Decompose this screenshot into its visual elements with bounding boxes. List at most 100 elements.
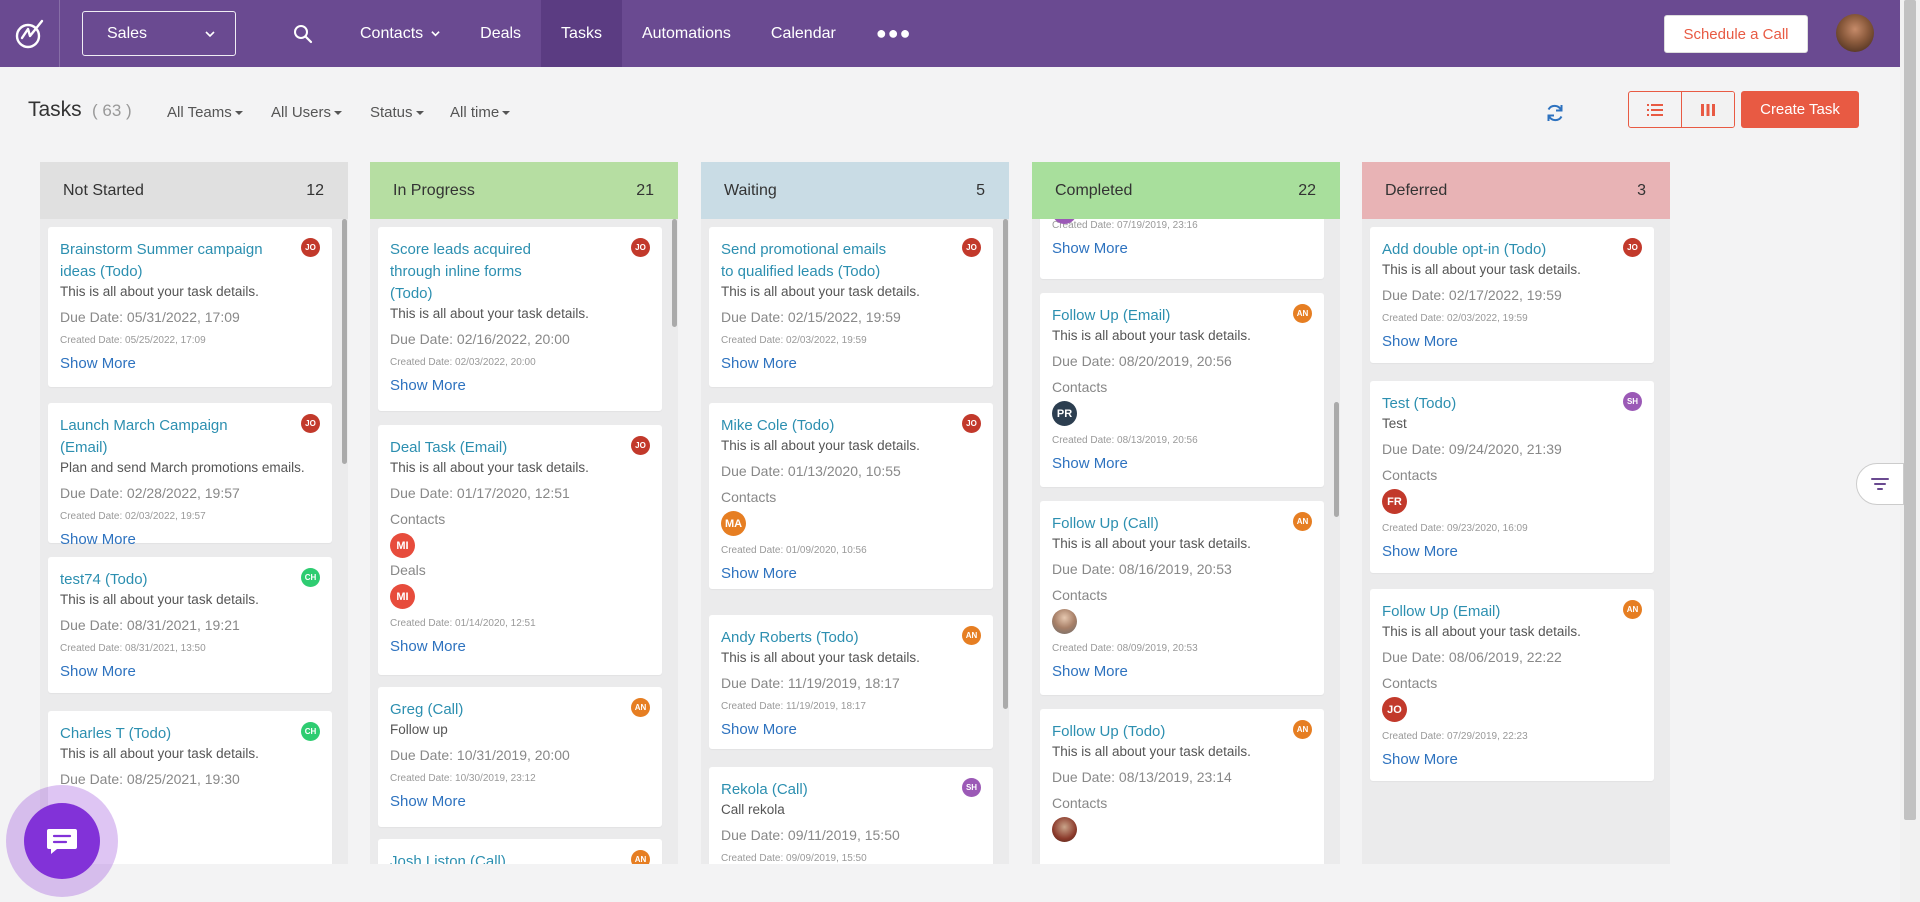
show-more-link[interactable]: Show More bbox=[1382, 333, 1458, 350]
task-card[interactable]: Test (Todo) SH Test Due Date: 09/24/2020… bbox=[1370, 381, 1654, 573]
column-body: Add double opt-in (Todo) JO This is all … bbox=[1362, 219, 1670, 864]
contact-avatar[interactable]: JO bbox=[1382, 697, 1407, 722]
contact-avatar[interactable]: MA bbox=[721, 511, 746, 536]
task-title[interactable]: Follow Up (Email) bbox=[1382, 603, 1501, 620]
task-title[interactable]: Add double opt-in (Todo) bbox=[1382, 241, 1547, 258]
task-title[interactable]: Charles T (Todo) bbox=[60, 725, 172, 742]
task-title[interactable]: Score leads acquired through inline form… bbox=[390, 241, 531, 302]
nav-deals[interactable]: Deals bbox=[460, 0, 541, 67]
column-header: Not Started 12 bbox=[40, 162, 348, 219]
task-card[interactable]: Andy Roberts (Todo) AN This is all about… bbox=[709, 615, 993, 749]
task-card[interactable]: Brainstorm Summer campaign ideas (Todo) … bbox=[48, 227, 332, 387]
view-toggle bbox=[1628, 91, 1735, 128]
task-title[interactable]: Follow Up (Email) bbox=[1052, 307, 1171, 324]
show-more-link[interactable]: Show More bbox=[1052, 455, 1128, 472]
filter-teams[interactable]: All Teams bbox=[167, 104, 243, 121]
show-more-link[interactable]: Show More bbox=[1052, 663, 1128, 680]
owner-avatar: AN bbox=[1623, 600, 1642, 619]
task-title[interactable]: Rekola (Call) bbox=[721, 781, 808, 798]
task-card[interactable]: Follow Up (Call) AN This is all about yo… bbox=[1040, 501, 1324, 695]
show-more-link[interactable]: Show More bbox=[1382, 543, 1458, 560]
contact-avatar[interactable]: PR bbox=[1052, 401, 1077, 426]
task-title[interactable]: test74 (Todo) bbox=[60, 571, 148, 588]
task-card[interactable]: Follow Up (Email) AN This is all about y… bbox=[1370, 589, 1654, 781]
search-icon[interactable] bbox=[290, 21, 316, 47]
nav-contacts[interactable]: Contacts bbox=[340, 0, 460, 67]
task-card[interactable]: Rekola (Call) SH Call rekola Due Date: 0… bbox=[709, 767, 993, 864]
user-avatar[interactable] bbox=[1836, 14, 1874, 52]
task-card[interactable]: Created Date: 07/19/2019, 23:16 Show Mor… bbox=[1040, 219, 1324, 279]
contact-avatar[interactable]: FR bbox=[1382, 489, 1407, 514]
owner-avatar: CH bbox=[301, 722, 320, 741]
task-card[interactable]: Mike Cole (Todo) JO This is all about yo… bbox=[709, 403, 993, 589]
task-title[interactable]: Greg (Call) bbox=[390, 701, 464, 718]
task-card[interactable]: Josh Liston (Call) AN bbox=[378, 839, 662, 864]
task-title[interactable]: Follow Up (Todo) bbox=[1052, 723, 1166, 740]
filter-time[interactable]: All time bbox=[450, 104, 511, 121]
filter-users[interactable]: All Users bbox=[271, 104, 343, 121]
deal-avatar[interactable]: MI bbox=[390, 584, 415, 609]
task-created-date: Created Date: 08/13/2019, 20:56 bbox=[1052, 435, 1198, 446]
task-card[interactable]: test74 (Todo) CH This is all about your … bbox=[48, 557, 332, 693]
column-scrollbar[interactable] bbox=[1003, 219, 1009, 864]
task-description: This is all about your task details. bbox=[1052, 536, 1251, 551]
task-card[interactable]: Score leads acquired through inline form… bbox=[378, 227, 662, 411]
contact-photo[interactable] bbox=[1052, 817, 1077, 842]
schedule-call-button[interactable]: Schedule a Call bbox=[1664, 15, 1808, 53]
more-dots-icon: ●●● bbox=[875, 23, 912, 43]
task-title[interactable]: Test (Todo) bbox=[1382, 395, 1457, 412]
task-title[interactable]: Follow Up (Call) bbox=[1052, 515, 1159, 532]
column-scrollbar[interactable] bbox=[1334, 219, 1340, 864]
task-title[interactable]: Deal Task (Email) bbox=[390, 439, 508, 456]
task-title[interactable]: Send promotional emails to qualified lea… bbox=[721, 241, 887, 280]
task-title[interactable]: Josh Liston (Call) bbox=[390, 853, 506, 864]
task-title[interactable]: Launch March Campaign (Email) bbox=[60, 417, 228, 456]
task-card[interactable]: Deal Task (Email) JO This is all about y… bbox=[378, 425, 662, 675]
task-card[interactable]: Follow Up (Todo) AN This is all about yo… bbox=[1040, 709, 1324, 864]
column-scrollbar[interactable] bbox=[342, 219, 348, 864]
nav-automations[interactable]: Automations bbox=[622, 0, 751, 67]
task-title[interactable]: Brainstorm Summer campaign ideas (Todo) bbox=[60, 241, 263, 280]
column-scrollbar[interactable] bbox=[672, 219, 678, 864]
task-card[interactable]: Charles T (Todo) CH This is all about yo… bbox=[48, 711, 332, 864]
board-view-button[interactable] bbox=[1681, 92, 1734, 127]
column-body: Score leads acquired through inline form… bbox=[370, 219, 678, 864]
more-menu[interactable]: ●●● bbox=[856, 0, 932, 67]
show-more-link[interactable]: Show More bbox=[60, 531, 136, 548]
show-more-link[interactable]: Show More bbox=[1382, 751, 1458, 768]
show-more-link[interactable]: Show More bbox=[721, 565, 797, 582]
create-task-button[interactable]: Create Task bbox=[1741, 91, 1859, 128]
column-title: In Progress bbox=[393, 181, 475, 199]
task-card[interactable]: Follow Up (Email) AN This is all about y… bbox=[1040, 293, 1324, 487]
task-created-date: Created Date: 07/19/2019, 23:16 bbox=[1052, 220, 1198, 231]
contact-photo[interactable] bbox=[1052, 609, 1077, 634]
refresh-icon[interactable] bbox=[1544, 102, 1566, 124]
nav-tasks[interactable]: Tasks bbox=[541, 0, 622, 67]
task-card[interactable]: Launch March Campaign (Email) JO Plan an… bbox=[48, 403, 332, 548]
list-view-button[interactable] bbox=[1629, 92, 1681, 127]
contact-avatar[interactable]: MI bbox=[390, 533, 415, 558]
show-more-link[interactable]: Show More bbox=[390, 638, 466, 655]
show-more-link[interactable]: Show More bbox=[721, 721, 797, 738]
contact-avatar[interactable] bbox=[1052, 219, 1077, 224]
chat-widget-button[interactable] bbox=[6, 785, 118, 897]
app-logo[interactable] bbox=[0, 0, 60, 67]
page-scrollbar[interactable] bbox=[1900, 0, 1920, 902]
filter-drawer-button[interactable] bbox=[1856, 463, 1904, 505]
show-more-link[interactable]: Show More bbox=[60, 663, 136, 680]
show-more-link[interactable]: Show More bbox=[390, 377, 466, 394]
task-card[interactable]: Send promotional emails to qualified lea… bbox=[709, 227, 993, 387]
task-description: Follow up bbox=[390, 722, 448, 737]
show-more-link[interactable]: Show More bbox=[390, 793, 466, 810]
task-card[interactable]: Add double opt-in (Todo) JO This is all … bbox=[1370, 227, 1654, 363]
module-select[interactable]: Sales bbox=[82, 11, 236, 56]
task-title[interactable]: Mike Cole (Todo) bbox=[721, 417, 835, 434]
task-card[interactable]: Greg (Call) AN Follow up Due Date: 10/31… bbox=[378, 687, 662, 827]
kanban-board: Not Started 12 Brainstorm Summer campaig… bbox=[0, 162, 1900, 864]
show-more-link[interactable]: Show More bbox=[1052, 240, 1128, 257]
task-title[interactable]: Andy Roberts (Todo) bbox=[721, 629, 859, 646]
filter-status[interactable]: Status bbox=[370, 104, 424, 121]
nav-calendar[interactable]: Calendar bbox=[751, 0, 856, 67]
show-more-link[interactable]: Show More bbox=[60, 355, 136, 372]
show-more-link[interactable]: Show More bbox=[721, 355, 797, 372]
